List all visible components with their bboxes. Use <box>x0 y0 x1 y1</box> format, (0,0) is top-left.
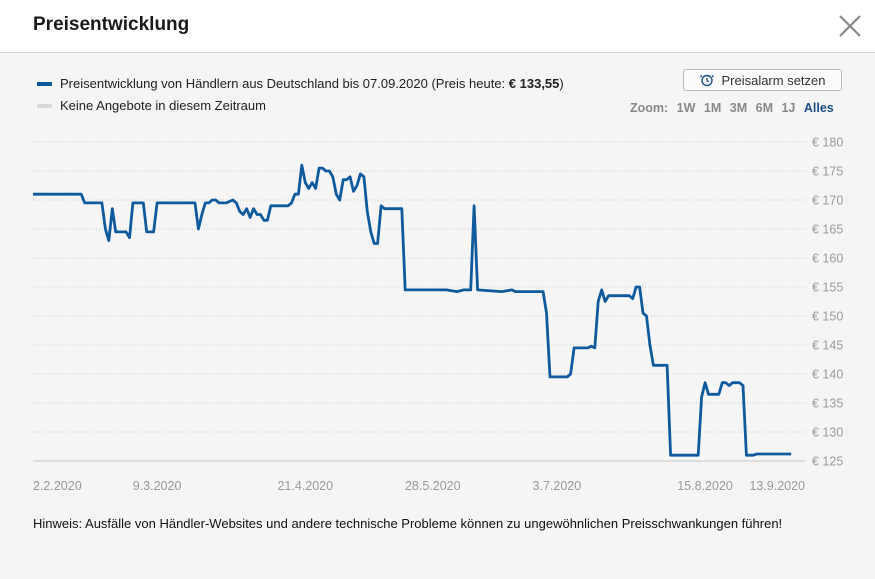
y-tick-label-145: € 145 <box>812 339 843 353</box>
x-tick-label-0: 2.2.2020 <box>33 479 82 493</box>
chart-grid <box>33 141 805 462</box>
close-button[interactable] <box>836 12 864 40</box>
x-tick-label-1: 9.3.2020 <box>133 479 182 493</box>
chart-series <box>33 163 792 457</box>
x-tick-label-4: 3.7.2020 <box>533 479 582 493</box>
y-tick-label-130: € 130 <box>812 426 843 440</box>
legend-main-suffix: ) <box>559 76 564 91</box>
alarm-clock-icon <box>700 74 715 87</box>
x-axis-ticks: 2.2.2020 9.3.2020 21.4.2020 28.5.2020 3.7.20… <box>33 479 805 493</box>
zoom-option-6m[interactable]: 6M <box>755 101 773 115</box>
disclaimer-note: Hinweis: Ausfälle von Händler-Websites u… <box>33 516 783 531</box>
y-tick-label-155: € 155 <box>812 281 843 295</box>
price-alarm-button[interactable]: Preisalarm setzen <box>683 69 842 91</box>
y-tick-label-175: € 175 <box>812 165 843 179</box>
price-alarm-label: Preisalarm setzen <box>721 72 826 88</box>
series-line-0[interactable] <box>33 163 792 457</box>
zoom-option-1w[interactable]: 1W <box>676 101 696 115</box>
x-tick-label-5: 15.8.2020 <box>677 479 733 493</box>
zoom-option-all[interactable]: Alles <box>803 101 834 115</box>
y-tick-label-165: € 165 <box>812 223 843 237</box>
zoom-option-1m[interactable]: 1M <box>703 101 722 115</box>
y-tick-label-125: € 125 <box>812 455 843 469</box>
x-tick-label-6: 13.9.2020 <box>749 479 805 493</box>
close-icon[interactable] <box>836 12 864 40</box>
x-tick-label-2: 21.4.2020 <box>277 479 333 493</box>
zoom-selector: Zoom: 1W 1M 3M 6M 1J Alles <box>630 101 834 115</box>
y-axis-ticks: € 125 € 130 € 135 € 140 € 145 € 150 € 155 € 160… <box>812 136 843 469</box>
y-tick-label-170: € 170 <box>812 194 843 208</box>
legend-main-prefix: Preisentwicklung von Händlern aus Deutsc… <box>60 76 509 91</box>
zoom-option-3m[interactable]: 3M <box>729 101 748 115</box>
x-tick-label-3: 28.5.2020 <box>405 479 461 493</box>
legend-swatch-main <box>37 81 52 86</box>
zoom-label: Zoom: <box>630 101 669 115</box>
y-tick-label-150: € 150 <box>812 310 843 324</box>
legend-swatch-no-offers <box>37 103 52 108</box>
y-tick-label-180: € 180 <box>812 136 843 150</box>
legend-no-offers-label: Keine Angebote in diesem Zeitraum <box>60 98 266 113</box>
y-tick-label-160: € 160 <box>812 252 843 266</box>
legend-item-no-offers[interactable]: Keine Angebote in diesem Zeitraum <box>37 98 266 113</box>
dialog-header: Preisentwicklung <box>0 0 875 53</box>
legend-item-main-series[interactable]: Preisentwicklung von Händlern aus Deutsc… <box>37 76 564 91</box>
legend-main-price: € 133,55 <box>508 76 560 91</box>
y-tick-label-140: € 140 <box>812 368 843 382</box>
dialog-title: Preisentwicklung <box>33 14 190 35</box>
y-tick-label-135: € 135 <box>812 397 843 411</box>
zoom-option-1j[interactable]: 1J <box>781 101 796 115</box>
